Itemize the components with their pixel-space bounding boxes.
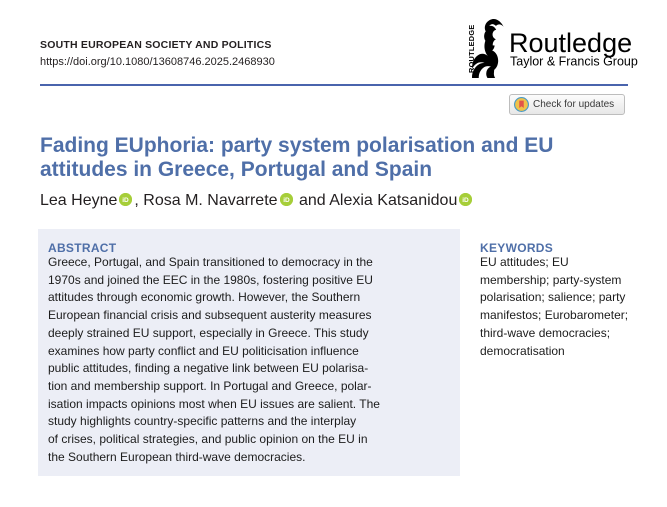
svg-text:ROUTLEDGE: ROUTLEDGE [467,24,476,73]
svg-text:iD: iD [123,197,130,204]
svg-text:Routledge: Routledge [509,28,632,58]
svg-text:Taylor & Francis Group: Taylor & Francis Group [510,55,638,69]
svg-text:iD: iD [463,197,470,204]
svg-text:iD: iD [283,197,290,204]
